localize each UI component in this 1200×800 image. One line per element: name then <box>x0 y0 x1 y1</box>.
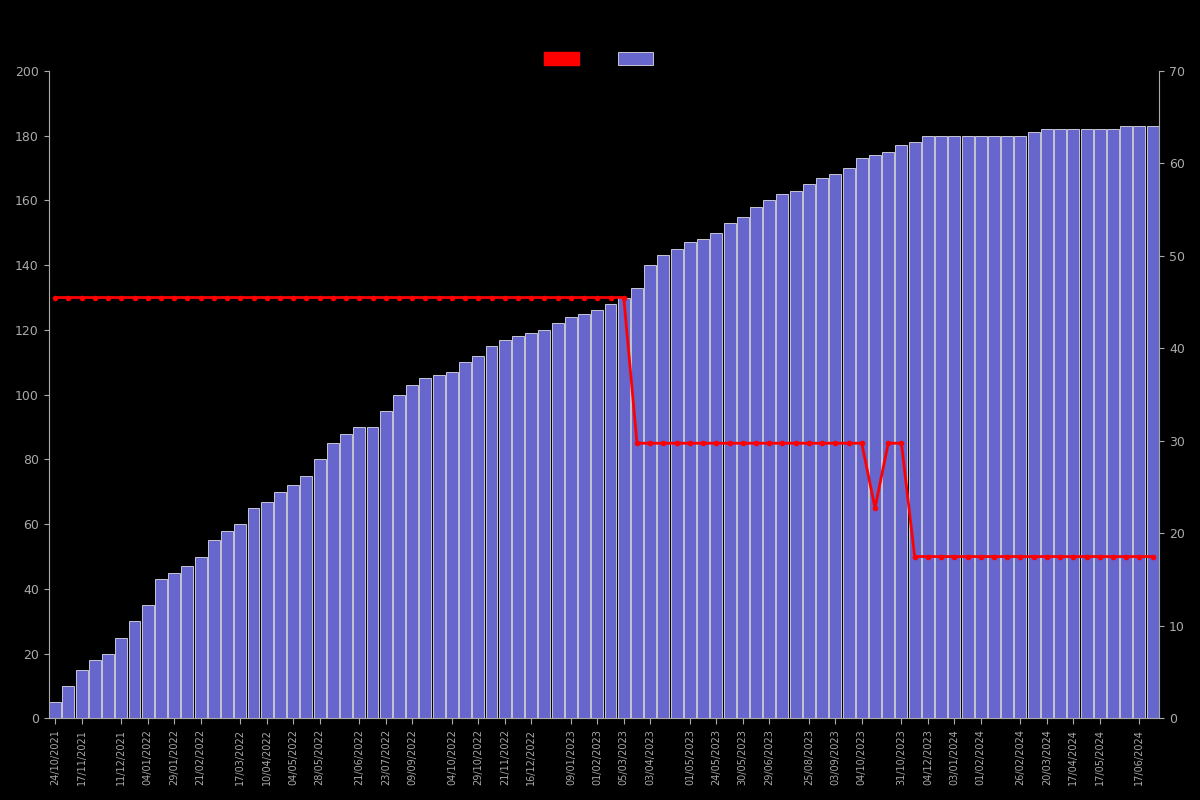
Bar <box>710 233 722 718</box>
Bar <box>62 686 74 718</box>
Bar <box>49 702 61 718</box>
Bar <box>908 142 920 718</box>
Bar <box>803 184 815 718</box>
Bar <box>313 459 325 718</box>
Bar <box>895 146 907 718</box>
Bar <box>446 372 458 718</box>
Bar <box>1121 126 1132 718</box>
Bar <box>763 200 775 718</box>
Bar <box>790 190 802 718</box>
Bar <box>433 375 445 718</box>
Bar <box>1067 129 1079 718</box>
Bar <box>605 304 617 718</box>
Bar <box>1040 129 1052 718</box>
Bar <box>816 178 828 718</box>
Bar <box>644 265 656 718</box>
Bar <box>869 155 881 718</box>
Bar <box>155 579 167 718</box>
Bar <box>935 136 947 718</box>
Bar <box>578 314 590 718</box>
Bar <box>974 136 986 718</box>
Bar <box>353 427 365 718</box>
Bar <box>407 385 418 718</box>
Bar <box>724 223 736 718</box>
Bar <box>340 434 352 718</box>
Bar <box>115 638 127 718</box>
Bar <box>300 476 312 718</box>
Bar <box>194 557 206 718</box>
Bar <box>380 411 391 718</box>
Bar <box>287 486 299 718</box>
Bar <box>260 502 272 718</box>
Bar <box>234 524 246 718</box>
Bar <box>512 336 524 718</box>
Bar <box>671 249 683 718</box>
Bar <box>1014 136 1026 718</box>
Bar <box>1147 126 1159 718</box>
Bar <box>102 654 114 718</box>
Bar <box>1054 129 1066 718</box>
Bar <box>326 443 338 718</box>
Bar <box>552 323 564 718</box>
Bar <box>988 136 1000 718</box>
Bar <box>592 310 604 718</box>
Bar <box>142 605 154 718</box>
Bar <box>89 660 101 718</box>
Bar <box>1027 132 1039 718</box>
Bar <box>1134 126 1145 718</box>
Bar <box>1108 129 1118 718</box>
Bar <box>76 670 88 718</box>
Bar <box>526 333 538 718</box>
Bar <box>856 158 868 718</box>
Bar <box>776 194 788 718</box>
Bar <box>168 573 180 718</box>
Bar <box>618 298 630 718</box>
Bar <box>208 540 220 718</box>
Bar <box>247 508 259 718</box>
Bar <box>394 394 404 718</box>
Bar <box>366 427 378 718</box>
Bar <box>274 492 286 718</box>
Bar <box>1094 129 1105 718</box>
Bar <box>750 207 762 718</box>
Bar <box>829 174 841 718</box>
Bar <box>221 530 233 718</box>
Bar <box>128 622 140 718</box>
Bar <box>539 330 551 718</box>
Bar <box>697 239 709 718</box>
Legend: , : , <box>538 46 671 74</box>
Bar <box>473 356 485 718</box>
Bar <box>565 317 577 718</box>
Bar <box>1001 136 1013 718</box>
Bar <box>922 136 934 718</box>
Bar <box>684 242 696 718</box>
Bar <box>842 168 854 718</box>
Bar <box>181 566 193 718</box>
Bar <box>737 217 749 718</box>
Bar <box>882 152 894 718</box>
Bar <box>460 362 472 718</box>
Bar <box>486 346 498 718</box>
Bar <box>631 288 643 718</box>
Bar <box>961 136 973 718</box>
Bar <box>658 255 670 718</box>
Bar <box>1081 129 1092 718</box>
Bar <box>420 378 431 718</box>
Bar <box>499 340 511 718</box>
Bar <box>948 136 960 718</box>
